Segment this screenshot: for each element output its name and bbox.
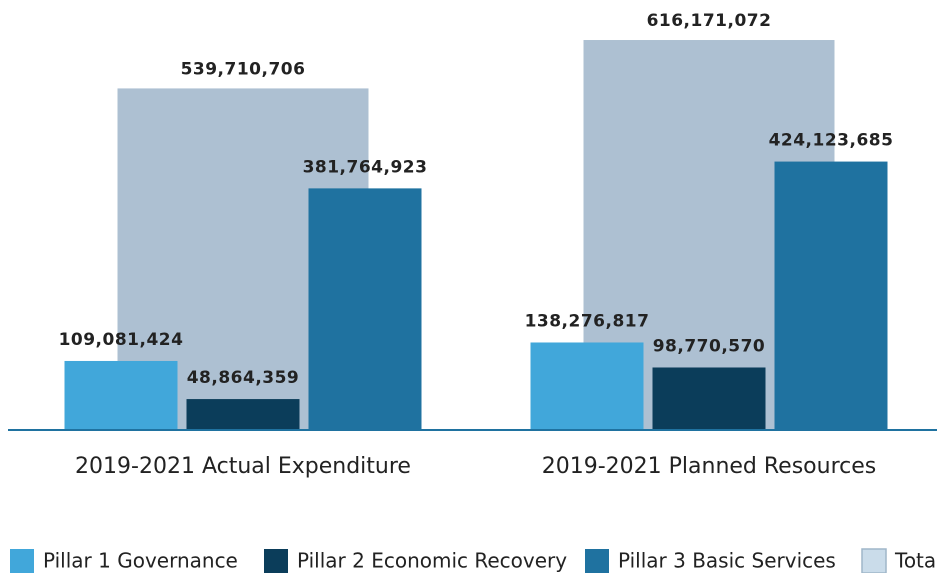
bar [530,342,644,430]
data-label: 48,864,359 [187,368,300,388]
bar [652,367,766,430]
legend-label: Pillar 1 Governance [43,549,238,573]
legend-swatch [861,548,887,573]
legend-swatch [10,549,34,573]
data-label: 616,171,072 [647,11,772,31]
legend-label: Tota [894,549,936,573]
legend-label: Pillar 3 Basic Services [618,549,836,573]
legend-swatch [585,549,609,573]
bar [308,188,422,430]
data-label: 138,276,817 [525,311,650,331]
bar [774,161,888,431]
data-label: 539,710,706 [181,59,306,79]
x-tick-label: 2019-2021 Planned Resources [542,454,877,479]
legend-label: Pillar 2 Economic Recovery [297,549,567,573]
data-label: 424,123,685 [769,131,894,151]
legend-swatch [264,549,288,573]
data-label: 98,770,570 [653,336,766,356]
bar [64,360,178,430]
data-label: 381,764,923 [303,157,428,177]
bar [186,399,300,430]
data-label: 109,081,424 [59,330,184,350]
x-tick-label: 2019-2021 Actual Expenditure [75,454,411,479]
